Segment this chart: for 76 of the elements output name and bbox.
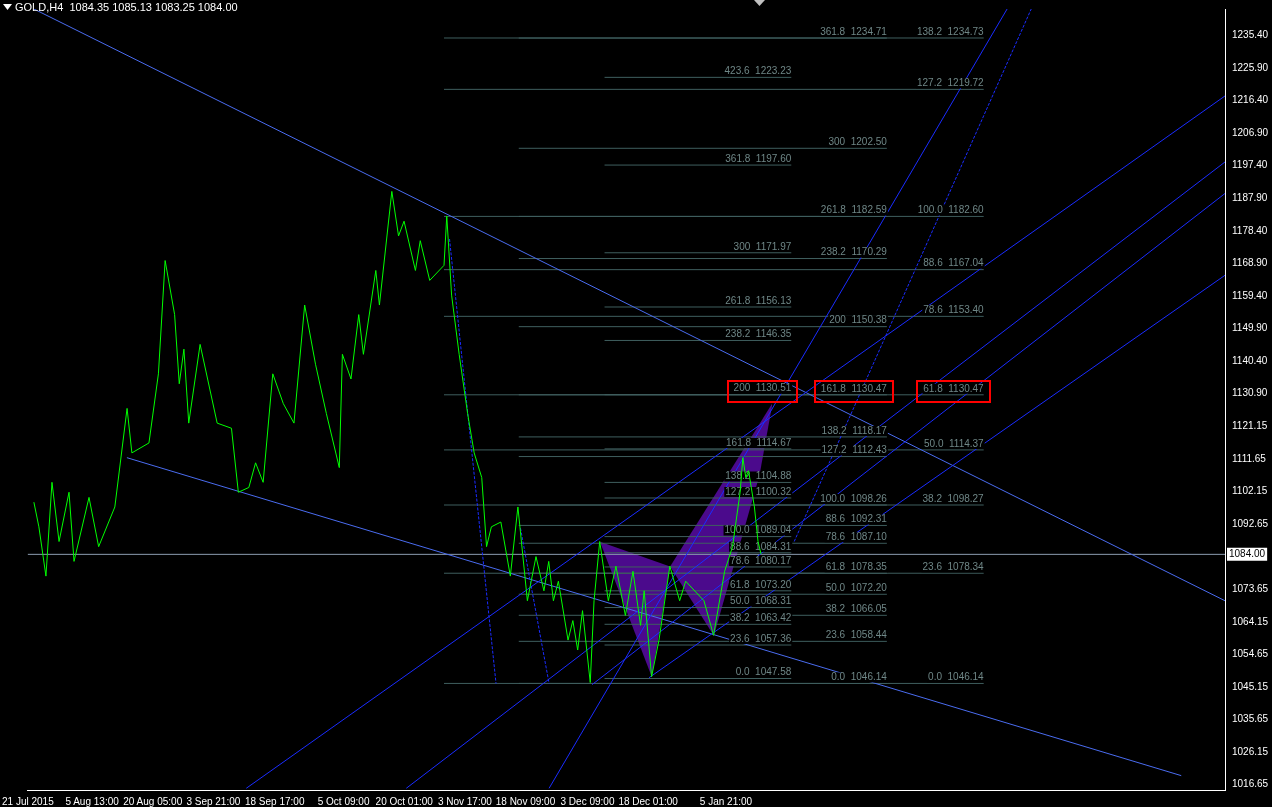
annotation: 78.6 1080.17: [730, 554, 792, 566]
annotation: 78.6 1153.40: [923, 304, 985, 316]
y-tick-label: 1121.15: [1232, 420, 1268, 432]
x-tick-label: 21 Jul 2015: [2, 795, 55, 807]
annotation: 200 1150.38: [829, 314, 888, 326]
annotation: 238.2 1170.29: [820, 246, 888, 258]
x-tick-label: 5 Aug 13:00: [65, 795, 120, 807]
annotation: 127.2 1112.43: [821, 444, 888, 456]
x-tick-label: 3 Dec 09:00: [560, 795, 615, 807]
y-tick-label: 1159.40: [1232, 289, 1268, 301]
annotation: 361.8 1234.71: [820, 25, 888, 37]
annotation: 161.8 1114.67: [726, 436, 792, 448]
annotation: 261.8 1182.59: [820, 204, 888, 216]
annotation: 100.0 1098.26: [820, 492, 888, 504]
annotation: 38.2 1098.27: [922, 492, 985, 504]
y-tick-label: 1016.65: [1232, 778, 1269, 790]
y-tick-label: 1140.40: [1232, 354, 1268, 366]
ref-line-label: 1084.00: [1229, 548, 1266, 560]
y-tick-label: 1111.65: [1232, 452, 1267, 464]
annotation: 88.6 1167.04: [923, 257, 985, 269]
annotation: 23.6 1078.34: [922, 560, 985, 572]
annotation: 38.2 1066.05: [825, 603, 888, 615]
annotation: 61.8 1078.35: [825, 560, 888, 572]
annotation: 361.8 1197.60: [725, 152, 792, 164]
annotation: 423.6 1223.23: [724, 65, 792, 77]
y-tick-label: 1225.90: [1232, 61, 1269, 73]
annotation: 0.0 1047.58: [735, 666, 792, 678]
annotation: 261.8 1156.13: [725, 294, 792, 306]
y-tick-label: 1045.15: [1232, 680, 1269, 692]
y-tick-label: 1187.90: [1232, 192, 1268, 204]
y-tick-label: 1206.90: [1232, 126, 1269, 138]
y-tick-label: 1216.40: [1232, 94, 1269, 106]
y-tick-label: 1197.40: [1232, 159, 1268, 171]
chart-title: GOLD,H4 1084.35 1085.13 1083.25 1084.00: [15, 1, 238, 14]
y-tick-label: 1130.90: [1232, 387, 1268, 399]
y-tick-label: 1064.15: [1232, 615, 1269, 627]
annotation: 161.8 1130.47: [820, 382, 888, 394]
annotation: 50.0 1068.31: [730, 595, 792, 607]
annotation: 300 1202.50: [828, 136, 888, 148]
annotation: 23.6 1057.36: [730, 632, 792, 644]
x-tick-label: 20 Oct 01:00: [375, 795, 434, 807]
annotation: 138.2 1118.17: [821, 424, 888, 436]
x-tick-label: 18 Dec 01:00: [618, 795, 679, 807]
annotation: 61.8 1073.20: [730, 578, 792, 590]
x-tick-label: 5 Jan 21:00: [699, 795, 753, 807]
annotation: 38.2 1063.42: [730, 612, 792, 624]
annotation: 50.0 1114.37: [923, 437, 985, 449]
y-tick-label: 1149.90: [1232, 322, 1268, 334]
x-tick-label: 5 Oct 09:00: [317, 795, 370, 807]
y-tick-label: 1026.15: [1232, 745, 1269, 757]
y-tick-label: 1073.65: [1232, 583, 1269, 595]
x-tick-label: 20 Aug 05:00: [123, 795, 183, 807]
annotation: 61.8 1130.47: [923, 382, 985, 394]
annotation: 238.2 1146.35: [725, 328, 792, 340]
y-tick-label: 1054.65: [1232, 648, 1269, 660]
annotation: 100.0 1182.60: [917, 204, 985, 216]
annotation: 0.0 1046.14: [831, 671, 888, 683]
x-tick-label: 18 Nov 09:00: [495, 795, 556, 807]
y-tick-label: 1168.90: [1232, 257, 1268, 269]
x-tick-label: 3 Sep 21:00: [186, 795, 241, 807]
annotation: 200 1130.51: [733, 382, 792, 394]
x-tick-label: 3 Nov 17:00: [437, 795, 493, 807]
annotation: 78.6 1087.10: [825, 530, 888, 542]
annotation: 0.0 1046.14: [928, 671, 985, 683]
y-tick-label: 1102.15: [1232, 485, 1268, 497]
y-tick-label: 1178.40: [1232, 224, 1268, 236]
annotation: 127.2 1219.72: [916, 77, 985, 89]
annotation: 88.6 1092.31: [825, 513, 888, 525]
y-tick-label: 1235.40: [1232, 29, 1269, 41]
annotation: 138.2 1234.73: [916, 25, 985, 37]
annotation: 300 1171.97: [733, 240, 792, 252]
x-tick-label: 18 Sep 17:00: [244, 795, 305, 807]
y-tick-label: 1092.65: [1232, 518, 1269, 529]
annotation: 50.0 1072.20: [825, 581, 888, 593]
y-tick-label: 1035.65: [1232, 713, 1269, 725]
annotation: 23.6 1058.44: [825, 629, 888, 641]
